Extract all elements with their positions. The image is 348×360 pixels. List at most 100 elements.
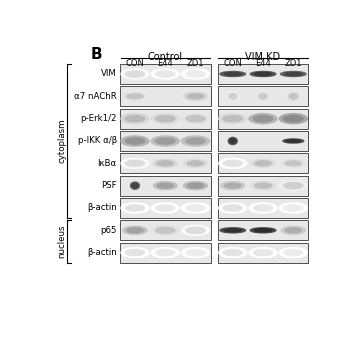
Ellipse shape xyxy=(186,138,205,144)
Ellipse shape xyxy=(130,182,140,189)
Ellipse shape xyxy=(125,249,144,256)
Ellipse shape xyxy=(253,205,272,211)
Text: VIM KD: VIM KD xyxy=(245,53,280,62)
Text: Control: Control xyxy=(148,53,183,62)
Ellipse shape xyxy=(151,136,179,146)
Ellipse shape xyxy=(132,184,138,188)
Ellipse shape xyxy=(279,248,307,258)
Ellipse shape xyxy=(187,161,204,166)
Ellipse shape xyxy=(151,225,179,235)
Ellipse shape xyxy=(255,161,271,166)
Bar xyxy=(218,198,308,218)
Text: E44: E44 xyxy=(157,59,173,68)
Ellipse shape xyxy=(219,158,247,168)
Ellipse shape xyxy=(157,161,173,166)
Ellipse shape xyxy=(151,248,179,258)
Bar xyxy=(120,198,211,218)
Bar xyxy=(218,220,308,240)
Ellipse shape xyxy=(156,71,175,77)
Text: B: B xyxy=(90,47,102,62)
Ellipse shape xyxy=(153,182,177,190)
Bar xyxy=(218,86,308,106)
Ellipse shape xyxy=(156,138,175,144)
Ellipse shape xyxy=(285,161,301,166)
Ellipse shape xyxy=(253,116,272,122)
Ellipse shape xyxy=(282,226,305,234)
Bar xyxy=(120,131,211,151)
Ellipse shape xyxy=(223,249,242,256)
Ellipse shape xyxy=(156,116,175,122)
Ellipse shape xyxy=(284,205,303,211)
Ellipse shape xyxy=(121,248,149,258)
Ellipse shape xyxy=(250,72,276,77)
Ellipse shape xyxy=(186,227,205,233)
Ellipse shape xyxy=(151,69,179,79)
Ellipse shape xyxy=(186,205,205,211)
Ellipse shape xyxy=(219,248,247,258)
Ellipse shape xyxy=(182,248,209,258)
Ellipse shape xyxy=(121,158,149,168)
Ellipse shape xyxy=(121,114,149,124)
Bar xyxy=(120,153,211,173)
Ellipse shape xyxy=(259,94,267,99)
Ellipse shape xyxy=(257,92,269,101)
Ellipse shape xyxy=(220,228,245,233)
Ellipse shape xyxy=(187,94,204,99)
Ellipse shape xyxy=(182,203,209,213)
Ellipse shape xyxy=(229,94,237,99)
Ellipse shape xyxy=(285,228,301,233)
Ellipse shape xyxy=(125,160,144,166)
Ellipse shape xyxy=(125,138,144,144)
Ellipse shape xyxy=(283,139,304,143)
Ellipse shape xyxy=(282,159,305,167)
Ellipse shape xyxy=(280,72,306,77)
Ellipse shape xyxy=(284,116,303,122)
Text: ZD1: ZD1 xyxy=(285,59,302,68)
Text: β-actin: β-actin xyxy=(87,248,117,257)
Ellipse shape xyxy=(153,159,177,167)
Text: α7 nAChR: α7 nAChR xyxy=(74,92,117,101)
Ellipse shape xyxy=(187,183,204,188)
Ellipse shape xyxy=(251,159,275,167)
Ellipse shape xyxy=(121,203,149,213)
Bar xyxy=(218,176,308,195)
Ellipse shape xyxy=(182,136,209,146)
Text: PSF: PSF xyxy=(101,181,117,190)
Ellipse shape xyxy=(255,183,271,188)
Ellipse shape xyxy=(254,229,272,232)
Ellipse shape xyxy=(182,69,209,79)
Bar xyxy=(218,64,308,84)
Ellipse shape xyxy=(184,159,207,167)
Ellipse shape xyxy=(223,116,242,122)
Ellipse shape xyxy=(123,226,147,234)
Ellipse shape xyxy=(123,93,147,100)
Ellipse shape xyxy=(182,114,209,124)
Ellipse shape xyxy=(127,94,143,99)
Bar xyxy=(120,64,211,84)
Ellipse shape xyxy=(279,203,307,213)
Text: CON: CON xyxy=(126,59,144,68)
Ellipse shape xyxy=(287,92,299,101)
Text: nucleus: nucleus xyxy=(57,225,66,258)
Ellipse shape xyxy=(251,182,275,190)
Ellipse shape xyxy=(223,160,242,166)
Bar xyxy=(120,220,211,240)
Text: p-Erk1/2: p-Erk1/2 xyxy=(80,114,117,123)
Ellipse shape xyxy=(125,71,144,77)
Bar xyxy=(120,176,211,195)
Ellipse shape xyxy=(249,203,277,213)
Ellipse shape xyxy=(219,203,247,213)
Text: E44: E44 xyxy=(255,59,271,68)
Ellipse shape xyxy=(184,182,207,190)
Bar xyxy=(120,109,211,129)
Bar xyxy=(120,86,211,106)
Ellipse shape xyxy=(127,228,143,233)
Ellipse shape xyxy=(184,93,207,100)
Ellipse shape xyxy=(151,114,179,124)
Text: IκBα: IκBα xyxy=(97,159,117,168)
Ellipse shape xyxy=(125,205,144,211)
Ellipse shape xyxy=(121,136,149,146)
Ellipse shape xyxy=(253,249,272,256)
Ellipse shape xyxy=(223,205,242,211)
Bar xyxy=(218,243,308,263)
